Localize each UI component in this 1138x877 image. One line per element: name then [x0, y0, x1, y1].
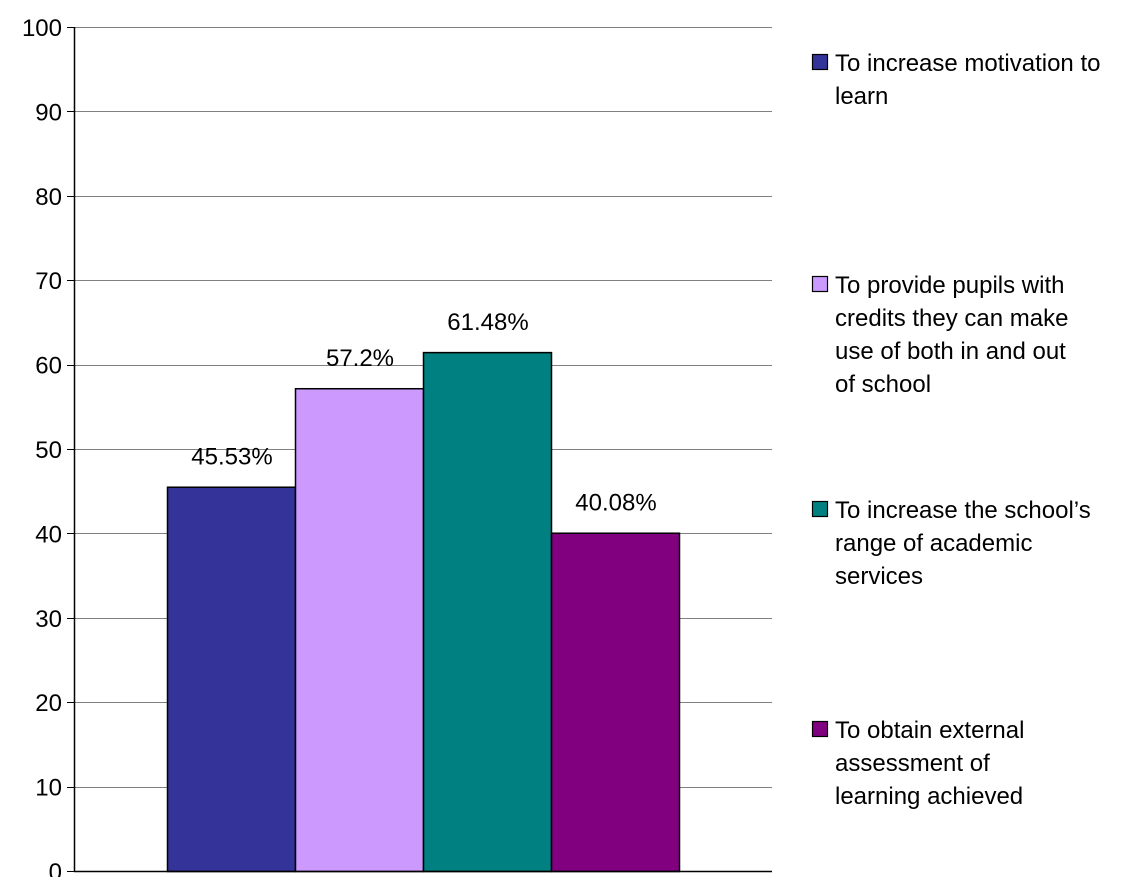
y-tick-label: 20: [35, 690, 62, 717]
legend-swatch: [811, 53, 829, 71]
legend-label-line: To obtain external: [835, 717, 1024, 744]
y-tick-label: 40: [35, 521, 62, 548]
y-tick-label: 90: [35, 99, 62, 126]
legend-label-line: range of academic: [835, 530, 1032, 557]
legend-label: To increase motivation to learn: [835, 50, 1100, 110]
data-label: 45.53%: [191, 444, 272, 471]
legend-swatch: [811, 720, 829, 738]
legend-label-line: assessment of: [835, 750, 990, 777]
legend-label-line: use of both in and out: [835, 338, 1066, 365]
y-tick-label: 70: [35, 268, 62, 295]
legend-label-line: services: [835, 563, 923, 590]
y-axis-ticks: 0 10 20 30 40 50 60 70 80 90 100: [22, 15, 74, 877]
y-tick-label: 60: [35, 353, 62, 380]
y-tick-label: 80: [35, 184, 62, 211]
axes: [73, 27, 772, 873]
data-labels: 45.53% 57.2% 61.48% 40.08%: [191, 309, 656, 517]
data-label: 40.08%: [575, 490, 656, 517]
y-tick-label: 30: [35, 606, 62, 633]
legend-swatch: [811, 275, 829, 293]
y-tick-label: 100: [22, 15, 62, 42]
bar: [422, 351, 553, 873]
legend: To increase motivation to learn To provide…: [811, 50, 1100, 810]
bar: [550, 532, 681, 873]
legend-label-line: To increase motivation to: [835, 50, 1100, 77]
legend-label-line: credits they can make: [835, 305, 1068, 332]
data-label: 57.2%: [326, 345, 394, 372]
data-label: 61.48%: [447, 309, 528, 336]
legend-label: To provide pupils with credits they can m…: [835, 272, 1068, 398]
legend-swatch: [811, 500, 829, 518]
legend-label: To increase the school’s range of academi…: [835, 497, 1091, 590]
legend-label-line: To increase the school’s: [835, 497, 1091, 524]
bar: [166, 486, 297, 873]
bar: [294, 387, 425, 873]
legend-label: To obtain external assessment of learning …: [835, 717, 1024, 810]
y-tick-label: 50: [35, 437, 62, 464]
legend-label-line: learn: [835, 83, 888, 110]
legend-label-line: To provide pupils with: [835, 272, 1064, 299]
legend-label-line: of school: [835, 371, 931, 398]
y-tick-label: 10: [35, 775, 62, 802]
bars: [166, 351, 681, 873]
y-tick-label: 0: [49, 859, 62, 877]
legend-label-line: learning achieved: [835, 783, 1023, 810]
